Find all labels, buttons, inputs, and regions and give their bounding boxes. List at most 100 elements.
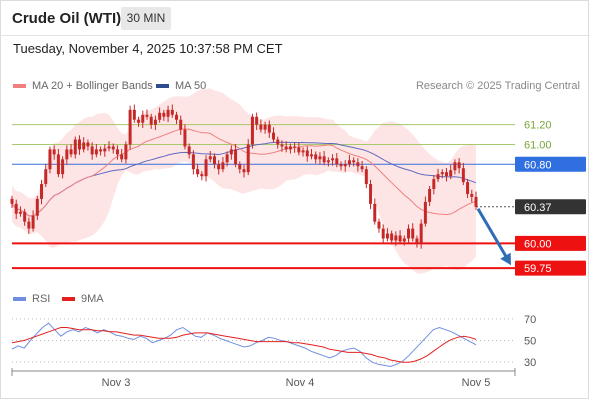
candle-body [162, 112, 166, 117]
x-tick-label-1: Nov 4 [286, 377, 315, 389]
rsi-series-rsi [11, 322, 477, 368]
candle-body [52, 149, 56, 155]
candle-body [166, 109, 170, 117]
candle-body [356, 162, 360, 167]
legend-rsi: RSI [13, 293, 50, 305]
legend-ma50-label: MA 50 [175, 80, 207, 92]
candle-body [411, 228, 415, 239]
candle-body [200, 174, 204, 177]
candle-body [120, 154, 124, 160]
candle-body [419, 223, 423, 244]
legend-rsi-label: RSI [32, 293, 51, 305]
candle-body [301, 150, 305, 153]
legend-ma20-swatch [13, 84, 26, 88]
rsi-series-9ma [11, 327, 477, 363]
candle-body [56, 154, 60, 175]
candle-body [103, 148, 107, 152]
candle-body [44, 169, 48, 185]
candle-body [436, 174, 440, 180]
bollinger-band [12, 88, 476, 274]
candle-body [204, 159, 208, 177]
candle-body [137, 119, 141, 123]
level-label-60.80: 60.80 [524, 159, 552, 171]
rsi-tick-50: 50 [524, 336, 536, 348]
candle-body [183, 129, 187, 147]
candle-body [466, 182, 470, 194]
legend-rsi-swatch [13, 297, 26, 301]
header-divider [0, 35, 590, 36]
candle-body [377, 221, 381, 229]
forecast-arrow-head [500, 252, 511, 266]
level-label-61.20: 61.20 [524, 120, 552, 132]
candle-body [423, 201, 427, 224]
timeframe-badge[interactable]: 30 MIN [121, 7, 171, 30]
candle-body [255, 116, 259, 125]
copyright-text: Research © 2025 Trading Central [415, 80, 580, 92]
candle-body [250, 116, 254, 145]
candle-body [246, 144, 250, 173]
candle-body [208, 156, 212, 160]
candle-body [242, 169, 246, 173]
rsi-tick-30: 30 [524, 357, 536, 369]
candle-body [48, 149, 52, 170]
timestamp: Tuesday, November 4, 2025 10:37:58 PM CE… [13, 41, 283, 56]
candle-body [343, 164, 347, 167]
candle-body [360, 166, 364, 170]
candle-body [331, 158, 335, 161]
candle-body [149, 116, 153, 125]
candle-body [373, 203, 377, 222]
candle-body [128, 109, 132, 145]
level-label-59.75: 59.75 [524, 263, 552, 275]
level-tag-60.80 [515, 156, 586, 172]
candle-body [187, 146, 191, 155]
candle-body [470, 193, 474, 197]
candle-body [280, 144, 284, 147]
instrument-title: Crude Oil (WTI) [12, 10, 122, 27]
rsi-tick-70: 70 [524, 314, 536, 326]
candle-body [82, 142, 86, 150]
candle-body [99, 149, 103, 152]
candle-body [267, 124, 271, 133]
candle-body [69, 149, 73, 155]
candle-body [94, 149, 98, 155]
candle-body [170, 109, 174, 115]
candle-body [449, 170, 453, 177]
legend-rsi-ma: 9MA [62, 293, 104, 305]
candle-body [31, 215, 35, 229]
candle-body [461, 168, 465, 183]
candle-body [77, 139, 81, 150]
candle-body [398, 235, 402, 242]
candle-body [107, 146, 111, 149]
candle-body [453, 162, 457, 171]
candle-body [124, 144, 128, 160]
candle-body [457, 162, 461, 169]
candle-body [111, 146, 115, 150]
level-tag-60.37 [515, 199, 586, 215]
candle-body [221, 162, 225, 170]
candle-body [90, 146, 94, 155]
level-label-60.00: 60.00 [524, 238, 552, 250]
candle-body [35, 198, 39, 216]
candle-body [293, 146, 297, 148]
candle-body [196, 169, 200, 175]
candle-body [179, 119, 183, 130]
candle-body [309, 154, 313, 157]
candle-body [229, 149, 233, 155]
candle-body [73, 139, 77, 155]
legend-rsi-ma-label: 9MA [81, 293, 104, 305]
candle-body [288, 146, 292, 150]
level-label-61.00: 61.00 [524, 139, 552, 151]
level-tag-60.00 [515, 235, 586, 251]
ma20-line [11, 128, 477, 217]
candle-body [314, 154, 318, 160]
candle-body [428, 189, 432, 202]
candle-body [474, 196, 478, 207]
candle-body [444, 172, 448, 177]
candle-body [385, 233, 389, 239]
candle-body [352, 160, 356, 163]
candle-body [326, 160, 330, 163]
candle-body [335, 158, 339, 165]
candle-body [18, 211, 22, 214]
candle-body [272, 132, 276, 140]
